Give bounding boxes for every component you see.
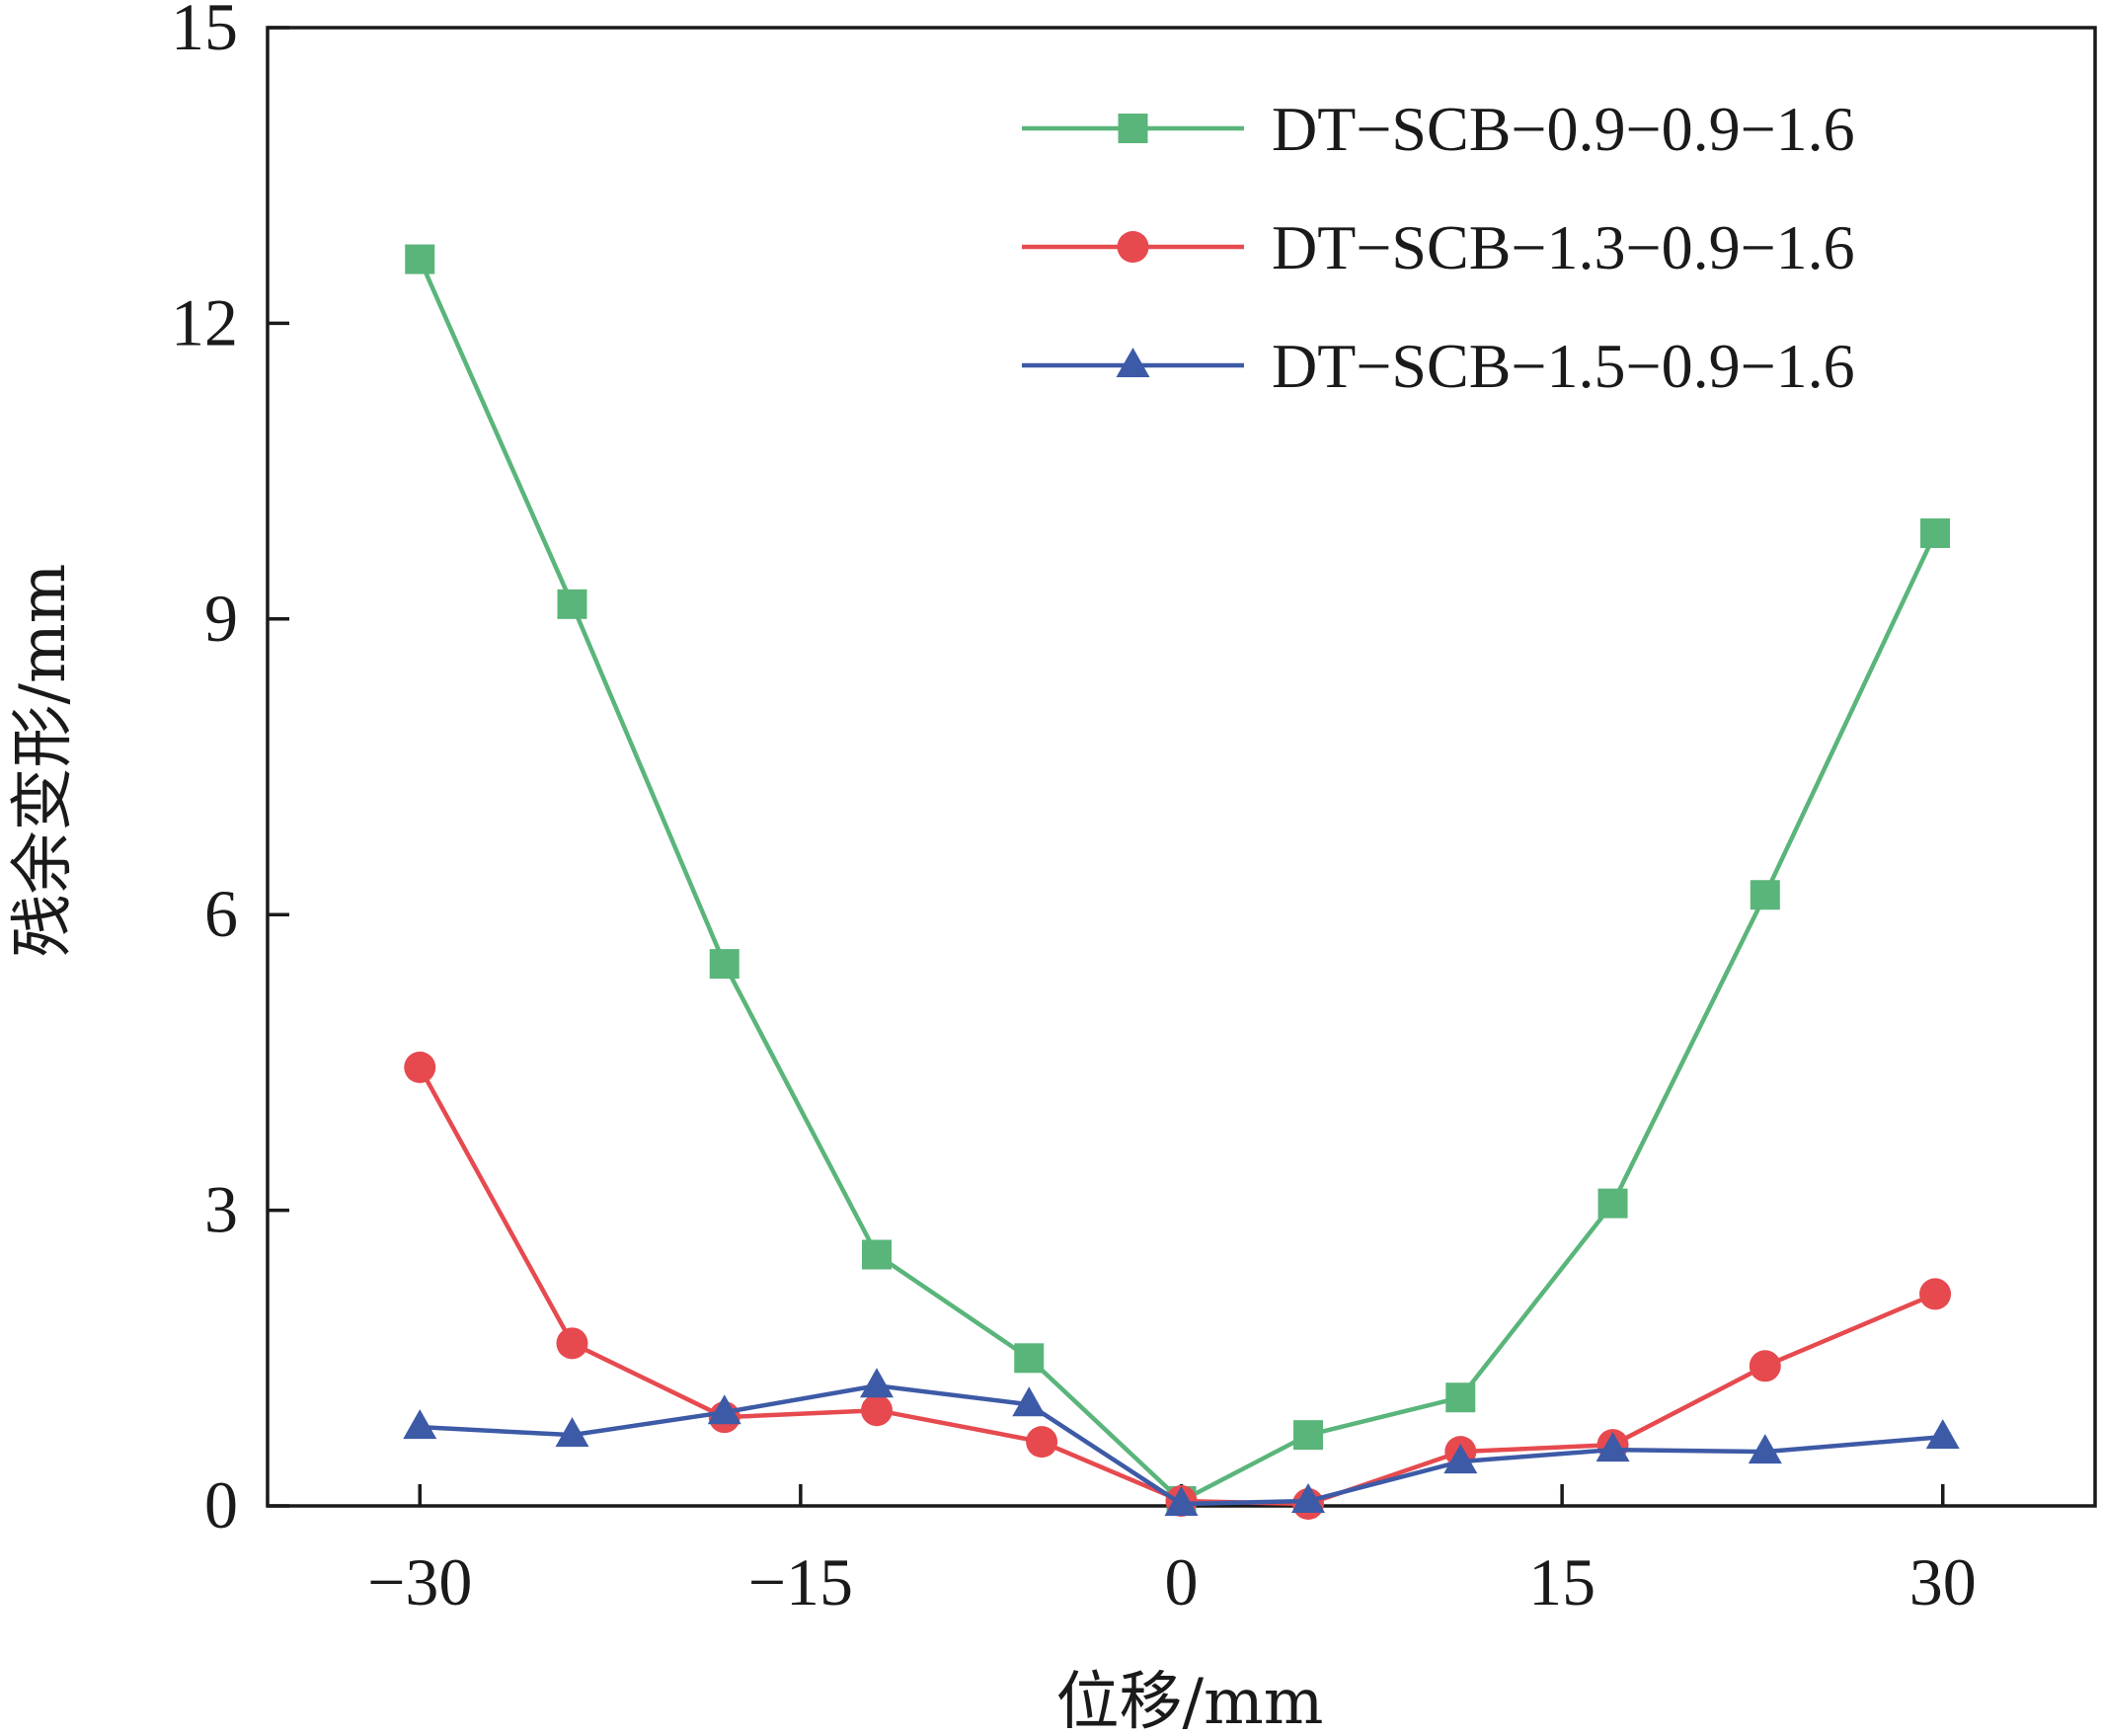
series-a-point [862,1239,892,1270]
series-c-point [403,1409,437,1440]
x-tick-label: −15 [748,1544,853,1619]
series-b-point [556,1327,588,1360]
series-a-point [1597,1188,1628,1219]
series-c-point [860,1368,894,1398]
series-c-point [1748,1434,1782,1464]
series-b-point [1749,1350,1781,1382]
series-c-group [403,1368,1960,1517]
x-tick-label: 30 [1909,1544,1977,1619]
legend-label: DT−SCB−1.3−0.9−1.6 [1272,212,1855,282]
y-tick-label: 12 [171,284,238,359]
series-b-point [404,1051,436,1083]
x-tick-label: −30 [367,1544,472,1619]
series-a-point [1014,1343,1045,1374]
legend-label: DT−SCB−1.5−0.9−1.6 [1272,331,1855,401]
series-a-point [1750,880,1780,910]
y-tick-label: 6 [204,876,238,951]
legend: DT−SCB−0.9−0.9−1.6 DT−SCB−1.3−0.9−1.6 DT−S… [1022,94,1855,401]
series-c-point [1925,1419,1960,1450]
series-layer [403,244,1960,1521]
series-c-point [555,1417,589,1448]
series-b-point [1919,1278,1952,1310]
series-c-point [1164,1486,1199,1517]
series-c-point [1012,1386,1047,1417]
y-tick-label: 15 [171,0,238,64]
plot-area: −30 −15 0 15 30 0 3 6 9 12 15 [171,0,2097,1619]
series-a-point [1920,517,1951,548]
series-b-point [861,1394,893,1427]
series-b-point [1026,1426,1058,1459]
series-a-point [1445,1382,1476,1413]
y-tick-label: 0 [204,1467,238,1542]
series-a-point [1293,1420,1324,1451]
legend-marker [1118,114,1148,143]
series-a-point [557,589,587,619]
series-c-point [1443,1444,1478,1474]
legend-label: DT−SCB−0.9−0.9−1.6 [1272,94,1855,164]
x-tick-label: 15 [1528,1544,1596,1619]
series-c-point [1596,1432,1630,1462]
x-tick-label: 0 [1165,1544,1199,1619]
series-c-point [707,1394,741,1425]
y-axis-title: 残余变形/mm [7,564,80,958]
legend-marker [1117,231,1149,263]
series-a-point [709,949,740,980]
x-axis-title: 位移/mm [1056,1666,1324,1736]
legend-marker [1116,348,1150,377]
y-tick-label: 9 [204,581,238,656]
series-a-point [405,244,435,275]
series-c-point [1291,1483,1326,1514]
y-tick-label: 3 [204,1172,238,1247]
